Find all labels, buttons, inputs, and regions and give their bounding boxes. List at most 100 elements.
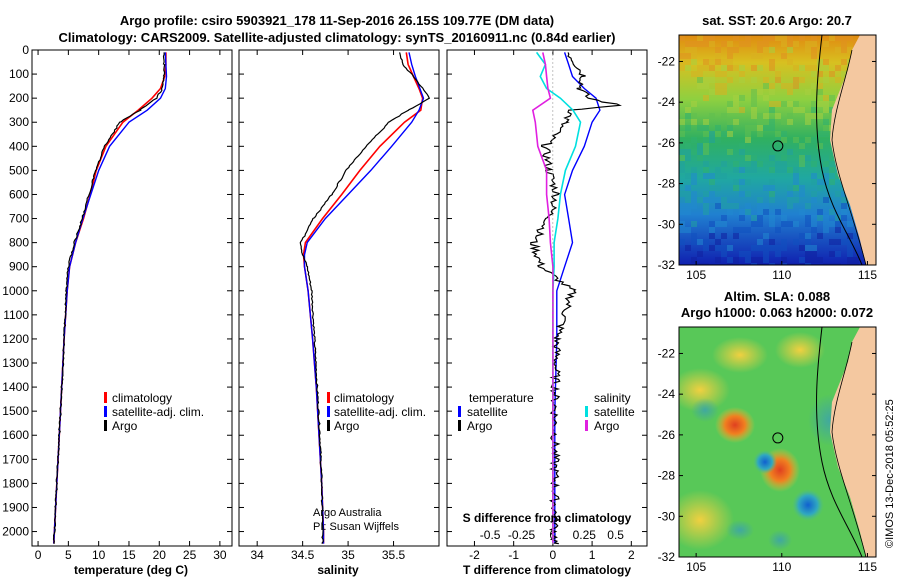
legend-swatch-satellite bbox=[327, 406, 330, 417]
salinity-difference-xlabel: S difference from climatology bbox=[463, 511, 632, 525]
title-line-2: Climatology: CARS2009. Satellite-adjuste… bbox=[58, 30, 615, 45]
x-tick-label: 10 bbox=[92, 548, 106, 562]
lat-tick-label: -32 bbox=[658, 258, 676, 272]
legend-label-satellite: satellite-adj. clim. bbox=[334, 405, 426, 419]
depth-tick-label: 300 bbox=[9, 115, 29, 129]
depth-tick-label: 800 bbox=[9, 236, 29, 250]
difference-x-ticks: -2 -1 0 1 2-0.5 -0.25 0 0.25 0.5 bbox=[469, 50, 635, 562]
depth-tick-label: 1600 bbox=[2, 428, 29, 442]
x2-tick-label: 0.25 bbox=[573, 528, 597, 542]
sla-map bbox=[679, 327, 876, 557]
legend-title-salinity: salinity bbox=[594, 391, 631, 405]
depth-tick-label: 200 bbox=[9, 91, 29, 105]
depth-tick-label: 400 bbox=[9, 139, 29, 153]
shelf-contour bbox=[831, 49, 867, 265]
credit-pi: PI: Susan Wijffels bbox=[313, 521, 399, 533]
lon-tick-label: 105 bbox=[686, 560, 706, 574]
coastline-contour bbox=[816, 35, 863, 265]
depth-tick-label: 1800 bbox=[2, 476, 29, 490]
lat-tick-label: -28 bbox=[658, 177, 676, 191]
coastline-contour bbox=[816, 327, 863, 557]
depth-tick-label: 0 bbox=[22, 43, 29, 57]
depth-axis-labels: 0 100 200 300 400 500 600 700 800 900 1000 1100 1200… bbox=[2, 43, 647, 539]
depth-tick-label: 1000 bbox=[2, 284, 29, 298]
x-tick-label: 35.5 bbox=[382, 548, 406, 562]
x2-tick-label: -0.5 bbox=[480, 528, 501, 542]
series-line-salinity-satellite bbox=[535, 51, 582, 544]
legend-swatch-temp-argo bbox=[458, 420, 461, 431]
series-line-climatology bbox=[53, 52, 167, 544]
depth-tick-label: 1400 bbox=[2, 380, 29, 394]
series-line-satellite-adj-clim- bbox=[53, 52, 168, 544]
salinity-plot-frame bbox=[238, 49, 440, 547]
temperature-x-ticks: 0 5 10 15 20 25 30 bbox=[35, 50, 227, 562]
x-tick-label: 34 bbox=[251, 548, 265, 562]
x-tick-label: 5 bbox=[65, 548, 72, 562]
legend-swatch-temp-satellite bbox=[458, 406, 461, 417]
lat-tick-label: -22 bbox=[658, 346, 676, 360]
x-tick-label: -2 bbox=[469, 548, 480, 562]
sla-map-axes: 105 110 115 -22 -24 -26 -28 -30 -32 bbox=[658, 346, 878, 574]
legend-title-temperature: temperature bbox=[469, 391, 534, 405]
temperature-plot-frame bbox=[31, 49, 233, 547]
series-line-argo bbox=[52, 52, 166, 545]
x-tick-label: 1 bbox=[589, 548, 596, 562]
legend-swatch-climatology bbox=[104, 392, 107, 403]
x-tick-label: 20 bbox=[153, 548, 167, 562]
x-tick-label: 35 bbox=[341, 548, 355, 562]
depth-tick-label: 100 bbox=[9, 67, 29, 81]
argo-float-marker bbox=[772, 140, 784, 152]
legend-swatch-argo bbox=[104, 420, 107, 431]
legend-swatch-satellite bbox=[104, 406, 107, 417]
legend-label-sal-satellite: satellite bbox=[594, 405, 635, 419]
lat-tick-label: -26 bbox=[658, 428, 676, 442]
salinity-legend: climatology satellite-adj. clim. Argo Ar… bbox=[313, 391, 426, 533]
sst-map-frame bbox=[678, 34, 877, 266]
lon-tick-label: 115 bbox=[858, 268, 877, 282]
x-tick-label: 25 bbox=[183, 548, 197, 562]
legend-label-satellite: satellite-adj. clim. bbox=[112, 405, 204, 419]
legend-swatch-argo bbox=[327, 420, 330, 431]
x-tick-label: 2 bbox=[628, 548, 635, 562]
depth-tick-label: 500 bbox=[9, 163, 29, 177]
lon-tick-label: 110 bbox=[772, 268, 791, 282]
lat-tick-label: -30 bbox=[658, 509, 676, 523]
sst-map-axes: 105 110 115 -22 -24 -26 -28 -30 -32 bbox=[658, 54, 878, 282]
legend-swatch-climatology bbox=[327, 392, 330, 403]
lon-tick-label: 115 bbox=[858, 560, 877, 574]
depth-tick-label: 1100 bbox=[3, 308, 29, 322]
temperature-xlabel: temperature (deg C) bbox=[74, 563, 188, 577]
legend-swatch-sal-satellite bbox=[585, 406, 588, 417]
salinity-xlabel: salinity bbox=[317, 563, 359, 577]
title-line-1: Argo profile: csiro 5903921_178 11-Sep-2… bbox=[120, 13, 554, 28]
x-tick-label: 30 bbox=[213, 548, 227, 562]
depth-tick-label: 700 bbox=[9, 212, 29, 226]
x-tick-label: 0 bbox=[550, 548, 557, 562]
depth-tick-label: 900 bbox=[9, 260, 29, 274]
depth-tick-label: 600 bbox=[9, 187, 29, 201]
x-tick-label: 34.5 bbox=[291, 548, 315, 562]
shelf-contour bbox=[831, 341, 867, 557]
legend-label-sal-argo: Argo bbox=[594, 419, 620, 433]
lat-tick-label: -32 bbox=[658, 550, 676, 564]
difference-plot-frame bbox=[446, 49, 648, 547]
series-line-argo bbox=[299, 52, 431, 545]
credit-argo-australia: Argo Australia bbox=[313, 507, 382, 519]
lat-tick-label: -26 bbox=[658, 136, 676, 150]
argo-float-marker bbox=[772, 432, 784, 444]
x2-tick-label: 0.5 bbox=[607, 528, 624, 542]
salinity-x-ticks: 34 34.5 35 35.5 bbox=[251, 50, 406, 562]
lon-tick-label: 105 bbox=[686, 268, 706, 282]
series-line-temperature-argo bbox=[529, 52, 622, 545]
sst-map bbox=[679, 35, 876, 265]
x-tick-label: 15 bbox=[122, 548, 136, 562]
sla-map-subtitle: Argo h1000: 0.063 h2000: 0.072 bbox=[681, 305, 873, 320]
legend-label-climatology: climatology bbox=[112, 391, 172, 405]
imos-credit: ©IMOS 13-Dec-2018 05:52:25 bbox=[884, 399, 896, 548]
legend-label-temp-argo: Argo bbox=[467, 419, 493, 433]
legend-label-argo: Argo bbox=[112, 419, 138, 433]
lat-tick-label: -22 bbox=[658, 54, 676, 68]
depth-tick-label: 2000 bbox=[2, 525, 29, 539]
series-line-salinity-argo bbox=[531, 52, 554, 544]
